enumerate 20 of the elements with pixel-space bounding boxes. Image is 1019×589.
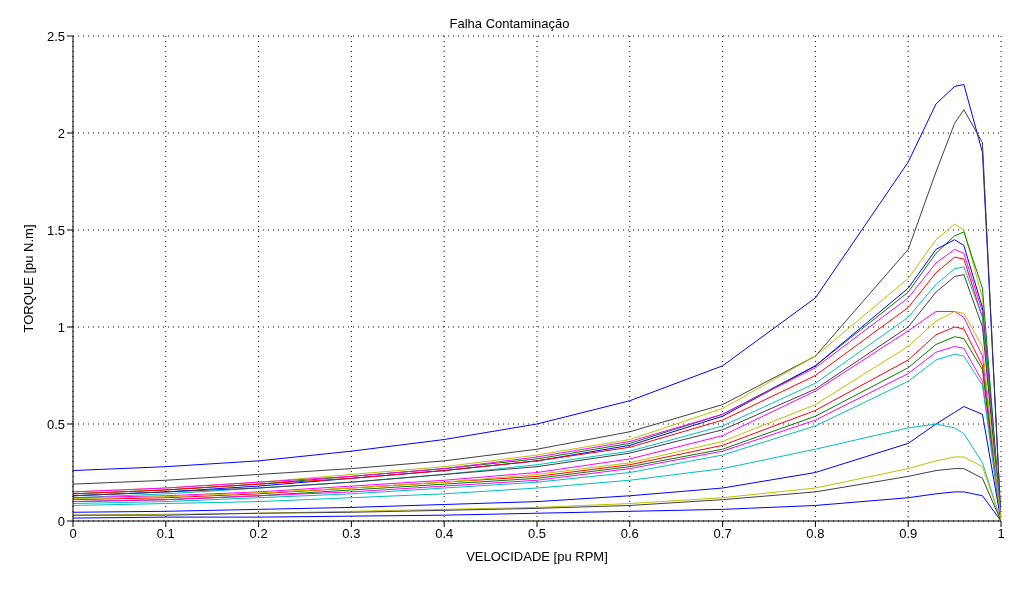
x-tick-label: 0.2 [249,526,268,542]
y-tick-label: 0.5 [46,416,65,432]
y-tick-label: 2 [57,125,65,141]
x-tick-label: 0.1 [156,526,175,542]
x-axis-title: VELOCIDADE [pu RPM] [466,549,608,564]
x-tick-label: 0.9 [899,526,918,542]
y-axis-title: TORQUE [pu N.m] [20,224,36,333]
y-tick-label: 1.5 [46,222,65,238]
x-tick-label: 0.5 [527,526,547,542]
x-tick-label: 0.3 [342,526,361,542]
y-tick-label: 2.5 [46,28,65,44]
y-tick-label: 0 [57,513,65,529]
x-tick-label: 0 [69,526,77,542]
x-tick-label: 0.8 [806,526,825,542]
x-tick-label: 1 [997,526,1005,542]
x-tick-label: 0.6 [620,526,639,542]
chart-title: Falha Contaminação [449,16,570,31]
y-tick-label: 1 [57,319,65,335]
x-tick-label: 0.4 [435,526,454,542]
x-tick-label: 0.7 [713,526,732,542]
